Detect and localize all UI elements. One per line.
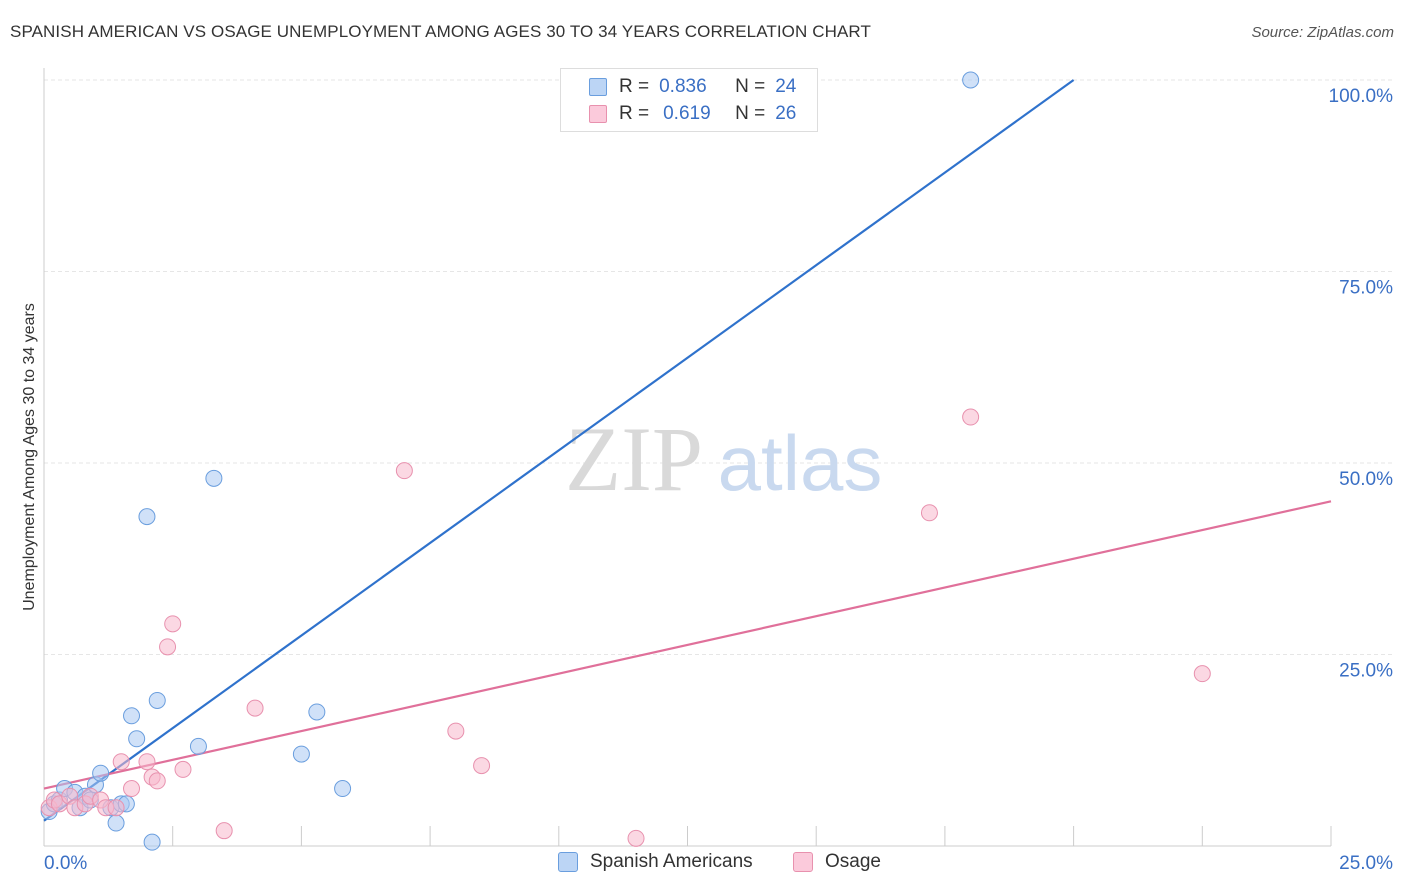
bottom-legend-label: Osage [825, 851, 881, 872]
legend-swatch-pink [589, 105, 607, 123]
osage-point [164, 615, 182, 633]
osage-point [174, 760, 192, 778]
legend-n-value: 26 [775, 103, 797, 124]
osage-point [112, 753, 130, 771]
legend-r-value: 0.619 [663, 103, 711, 124]
osage-point [1193, 665, 1211, 683]
watermark-atlas: atlas [718, 419, 883, 507]
bottom-legend-label: Spanish Americans [590, 851, 753, 872]
legend-r-value: 0.836 [659, 76, 707, 97]
x-tick-label: 25.0% [1339, 853, 1393, 874]
spanish-american-point [123, 707, 141, 725]
tick-labels: 25.0% 50.0% 75.0% 100.0% 0.0% 25.0% [44, 86, 1393, 874]
spanish-american-point [143, 833, 161, 851]
trend-lines [43, 79, 1332, 822]
y-tick-label: 25.0% [1339, 661, 1393, 682]
legend-row-osage: R = 0.619 N = 26 [561, 101, 796, 127]
watermark-zip: ZIP [565, 408, 703, 510]
osage-point [627, 829, 645, 847]
legend-n-label: N = [735, 76, 766, 97]
legend-n-value: 24 [775, 76, 797, 97]
spanish-american-point [148, 691, 166, 709]
osage-point [920, 504, 938, 522]
y-tick-label: 100.0% [1329, 86, 1394, 107]
legend-n-label: N = [735, 103, 766, 124]
spanish-american-point [189, 737, 207, 755]
legend-row-spanish: R = 0.836 N = 24 [561, 74, 796, 100]
stats-legend: R = 0.836 N = 24 R = 0.619 N = 26 [560, 68, 818, 132]
osage-point [962, 408, 980, 426]
legend-r-label: R = [619, 103, 650, 124]
osage-point [395, 462, 413, 480]
grid-lines [44, 79, 1394, 655]
spanish-american-point [205, 469, 223, 487]
spanish-american-point [138, 508, 156, 526]
spanish-american-point [292, 745, 310, 763]
osage-point [215, 822, 233, 840]
osage-point [148, 772, 166, 790]
chart-title: SPANISH AMERICAN VS OSAGE UNEMPLOYMENT A… [10, 22, 871, 41]
osage-point [473, 757, 491, 775]
bottom-legend-osage: Osage [793, 851, 881, 873]
osage-point [246, 699, 264, 717]
spanish-american-point [107, 814, 125, 832]
spanish-american-trendline [43, 79, 1075, 822]
spanish-american-point [92, 764, 110, 782]
osage-trendline [43, 500, 1332, 790]
axes [43, 68, 1332, 847]
data-points [40, 71, 1211, 851]
osage-point [138, 753, 156, 771]
spanish-american-point [308, 703, 326, 721]
bottom-legend-swatch-blue [558, 852, 578, 872]
osage-point [159, 638, 177, 656]
legend-swatch-blue [589, 78, 607, 96]
osage-point [447, 722, 465, 740]
x-tick-label: 0.0% [44, 853, 87, 874]
bottom-legend-spanish: Spanish Americans [558, 851, 753, 873]
spanish-american-point [962, 71, 980, 89]
y-tick-label: 50.0% [1339, 469, 1393, 490]
osage-point [123, 780, 141, 798]
legend-r-label: R = [619, 76, 650, 97]
source-label: Source: ZipAtlas.com [1251, 24, 1394, 41]
y-tick-label: 75.0% [1339, 278, 1393, 299]
spanish-american-point [334, 780, 352, 798]
osage-point [107, 799, 125, 817]
spanish-american-point [128, 730, 146, 748]
bottom-legend-swatch-pink [793, 852, 813, 872]
